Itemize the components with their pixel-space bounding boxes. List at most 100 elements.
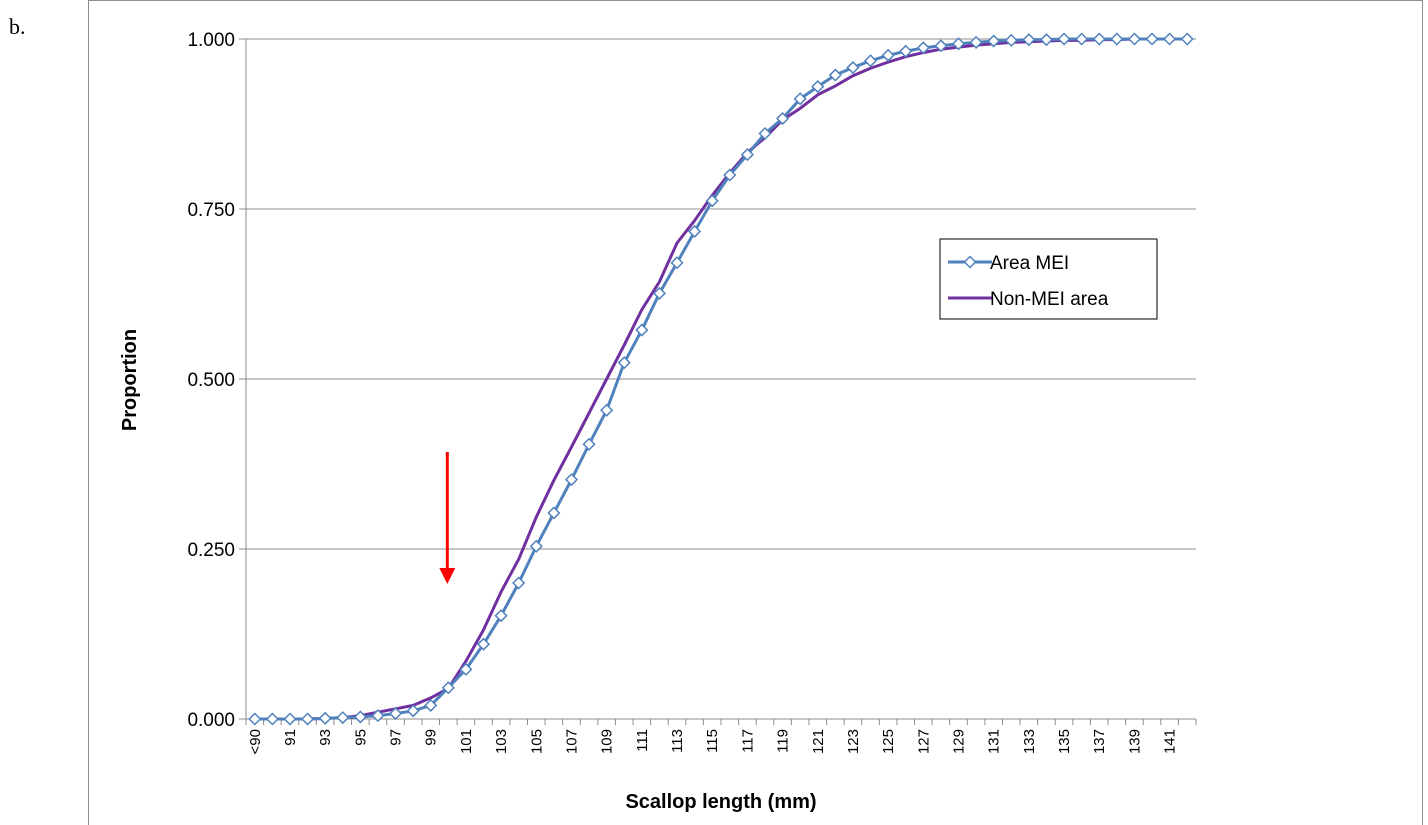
data-point — [582, 437, 596, 451]
legend: Area MEI Non-MEI area — [939, 238, 1158, 320]
chart-frame — [88, 0, 1423, 825]
x-tick-label: 101 — [458, 729, 475, 754]
data-point — [353, 710, 367, 724]
data-point — [1163, 32, 1177, 46]
arrow-head — [439, 568, 456, 584]
data-point — [318, 711, 332, 725]
data-point — [987, 34, 1001, 48]
data-point — [371, 709, 385, 723]
y-tick-label: 1.000 — [187, 30, 235, 51]
data-point — [424, 698, 438, 712]
data-point — [301, 712, 315, 726]
x-tick-label: 113 — [669, 729, 686, 753]
data-point — [705, 194, 719, 208]
x-tick-label: 91 — [282, 729, 299, 746]
data-point — [1145, 32, 1159, 46]
data-point — [828, 68, 842, 82]
legend-label: Area MEI — [990, 253, 1069, 274]
data-point — [248, 712, 262, 726]
y-tick-label: 0.000 — [187, 710, 235, 731]
data-point — [846, 60, 860, 75]
data-point — [1075, 32, 1089, 46]
data-point — [969, 35, 983, 49]
x-tick-label: 111 — [634, 729, 651, 752]
data-point — [494, 609, 508, 623]
data-point — [564, 473, 579, 487]
x-tick-label: 119 — [775, 729, 792, 753]
data-point — [670, 256, 684, 270]
x-tick-label: 97 — [388, 729, 405, 746]
data-point — [934, 39, 948, 53]
data-point — [476, 637, 491, 651]
data-point — [1039, 33, 1054, 47]
data-point — [600, 403, 614, 417]
data-point — [881, 48, 895, 62]
data-point — [916, 41, 930, 55]
x-tick-label: 109 — [599, 729, 616, 754]
data-point — [793, 92, 807, 106]
panel-label: b. — [9, 14, 26, 39]
x-tick-label: 105 — [528, 729, 545, 754]
x-tick-label: 133 — [1021, 729, 1038, 754]
x-tick-label: 115 — [704, 729, 721, 753]
x-tick-label: 103 — [493, 729, 510, 754]
series-layer — [248, 32, 1194, 726]
data-point — [652, 286, 666, 300]
data-point — [635, 323, 649, 337]
x-tick-label: 123 — [845, 729, 862, 754]
legend-label: Non-MEI area — [990, 289, 1109, 310]
x-tick-label: 137 — [1091, 729, 1108, 754]
x-tick-label: 107 — [563, 729, 580, 754]
data-point — [1092, 32, 1106, 46]
x-tick-label: 125 — [880, 729, 897, 754]
data-point — [776, 111, 790, 126]
data-point — [406, 704, 420, 718]
y-tick-label: 0.500 — [187, 370, 235, 391]
data-point — [529, 539, 543, 553]
data-point — [283, 712, 297, 726]
data-point — [1057, 32, 1071, 46]
data-point — [1022, 33, 1036, 47]
data-point — [723, 168, 737, 182]
data-point — [1110, 32, 1124, 46]
data-point — [811, 80, 825, 94]
data-point — [740, 148, 754, 162]
data-point — [617, 356, 631, 370]
data-point — [1127, 32, 1141, 46]
y-axis-title: Proportion — [119, 329, 141, 431]
x-tick-label: 129 — [951, 729, 968, 754]
data-point — [1180, 32, 1194, 46]
x-tick-label: 121 — [810, 729, 827, 754]
x-tick-label: 141 — [1162, 729, 1179, 754]
x-tick-label: 95 — [352, 729, 369, 746]
data-point — [459, 662, 473, 676]
x-tick-label: 131 — [986, 729, 1003, 754]
data-point — [512, 576, 526, 590]
axes: 0.000 0.250 0.500 0.750 1.000 <90 91 93 95 97 99 10… — [187, 30, 1197, 754]
x-tick-label: 99 — [423, 729, 440, 746]
data-point — [1004, 33, 1018, 47]
x-tick-label: 139 — [1126, 729, 1143, 754]
data-point — [547, 506, 561, 520]
data-point — [688, 224, 702, 239]
x-tick-label: <90 — [247, 729, 264, 754]
data-point — [899, 44, 913, 58]
x-tick-label: 135 — [1056, 729, 1073, 754]
annotation-layer — [439, 452, 456, 584]
y-tick-label: 0.750 — [187, 200, 235, 221]
data-point — [265, 712, 279, 726]
x-axis-title: Scallop length (mm) — [625, 791, 816, 813]
data-point — [863, 54, 878, 68]
x-tick-label: 117 — [739, 729, 756, 753]
data-point — [441, 681, 455, 695]
x-tick-label: 93 — [317, 729, 334, 746]
y-tick-label: 0.250 — [187, 540, 235, 561]
data-point — [336, 711, 350, 725]
data-point — [951, 37, 966, 51]
x-tick-label: 127 — [915, 729, 932, 754]
data-point — [758, 126, 772, 141]
data-point — [388, 706, 403, 721]
legend-marker — [963, 255, 977, 269]
legend-box — [939, 238, 1158, 320]
